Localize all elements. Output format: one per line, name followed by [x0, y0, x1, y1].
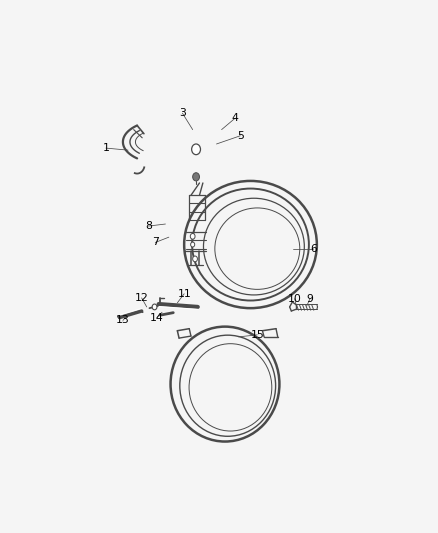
- Text: 5: 5: [237, 131, 243, 141]
- Text: 6: 6: [309, 244, 316, 254]
- Text: 9: 9: [306, 294, 313, 304]
- Text: 11: 11: [177, 289, 191, 299]
- Text: 8: 8: [145, 221, 152, 231]
- Text: 14: 14: [150, 312, 163, 322]
- Text: 10: 10: [287, 294, 301, 304]
- Text: 13: 13: [116, 316, 130, 326]
- Circle shape: [191, 144, 200, 155]
- Circle shape: [190, 242, 194, 247]
- Circle shape: [192, 256, 197, 262]
- Text: 1: 1: [102, 143, 109, 153]
- Circle shape: [190, 233, 194, 239]
- Text: 12: 12: [134, 293, 148, 303]
- Text: 3: 3: [179, 108, 185, 118]
- Text: 4: 4: [231, 113, 238, 123]
- Circle shape: [192, 173, 199, 181]
- Text: 15: 15: [250, 330, 264, 340]
- Circle shape: [152, 304, 157, 310]
- Text: 7: 7: [152, 238, 158, 247]
